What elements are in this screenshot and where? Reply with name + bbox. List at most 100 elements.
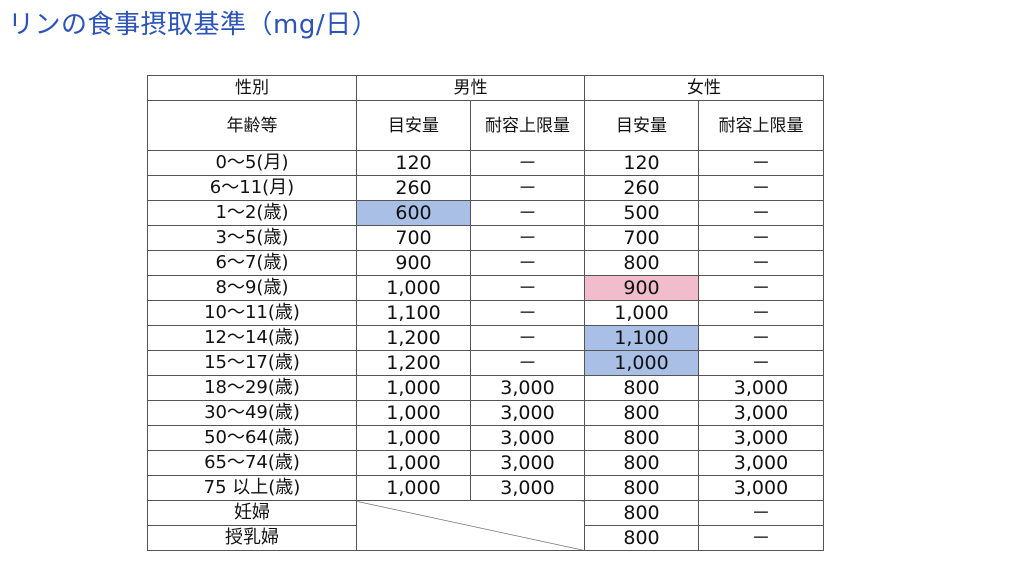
male-adequate-cell: 1,000 [356,275,471,301]
female-upper-limit-cell: － [698,150,824,176]
age-cell: 1～2(歳) [147,200,357,226]
female-upper-limit-cell: － [698,225,824,251]
age-cell: 30～49(歳) [147,400,357,426]
male-upper-limit-cell: － [470,300,585,326]
female-adequate-cell: 120 [584,150,699,176]
header-row-sex: 性別 男性 女性 [147,75,824,101]
header-sex: 性別 [147,75,357,101]
female-adequate-cell: 260 [584,175,699,201]
table-row-pregnant: 妊婦 800 － [147,500,824,551]
table-row: 75 以上(歳) 1,000 3,000 800 3,000 [147,475,824,501]
female-upper-limit-cell: － [698,275,824,301]
male-upper-limit-cell: － [470,225,585,251]
table-row: 8～9(歳) 1,000 － 900 － [147,275,824,301]
table-row: 0～5(月) 120 － 120 － [147,150,824,176]
female-adequate-cell: 1,000 [584,300,699,326]
table-row: 6～7(歳) 900 － 800 － [147,250,824,276]
male-upper-limit-cell: 3,000 [470,425,585,451]
male-upper-limit-cell: － [470,275,585,301]
female-upper-limit-cell: － [698,500,824,526]
male-adequate-cell: 1,000 [356,375,471,401]
female-adequate-cell: 800 [584,525,699,551]
phosphorus-intake-table: 性別 男性 女性 年齢等 目安量 耐容上限量 目安量 耐容上限量 0～5(月) … [147,75,824,551]
female-adequate-cell-highlighted: 1,000 [584,350,699,376]
male-upper-limit-cell: 3,000 [470,475,585,501]
female-adequate-cell: 800 [584,250,699,276]
female-upper-limit-cell: 3,000 [698,475,824,501]
male-upper-limit-cell: 3,000 [470,400,585,426]
female-adequate-cell-highlighted: 900 [584,275,699,301]
age-cell: 12～14(歳) [147,325,357,351]
age-cell: 50～64(歳) [147,425,357,451]
female-upper-limit-cell: 3,000 [698,425,824,451]
age-cell: 6～11(月) [147,175,357,201]
age-cell: 18～29(歳) [147,375,357,401]
male-upper-limit-cell: 3,000 [470,450,585,476]
male-adequate-cell: 1,000 [356,475,471,501]
header-female: 女性 [584,75,824,101]
header-age: 年齢等 [147,100,357,151]
table-row: 30～49(歳) 1,000 3,000 800 3,000 [147,400,824,426]
table-row: 50～64(歳) 1,000 3,000 800 3,000 [147,425,824,451]
header-row-metrics: 年齢等 目安量 耐容上限量 目安量 耐容上限量 [147,100,824,151]
table-row: 3～5(歳) 700 － 700 － [147,225,824,251]
female-adequate-cell: 800 [584,500,699,526]
female-adequate-cell: 800 [584,375,699,401]
male-adequate-cell: 1,100 [356,300,471,326]
male-adequate-cell: 1,200 [356,350,471,376]
female-adequate-cell: 800 [584,475,699,501]
male-adequate-cell: 1,200 [356,325,471,351]
male-adequate-cell: 120 [356,150,471,176]
table-row-lactating: 授乳婦 800 － [147,525,824,551]
male-upper-limit-cell: 3,000 [470,375,585,401]
age-cell: 6～7(歳) [147,250,357,276]
table-row: 1～2(歳) 600 － 500 － [147,200,824,226]
age-cell: 0～5(月) [147,150,357,176]
female-adequate-cell: 800 [584,400,699,426]
table-row: 10～11(歳) 1,100 － 1,000 － [147,300,824,326]
table-row: 65～74(歳) 1,000 3,000 800 3,000 [147,450,824,476]
female-upper-limit-cell: － [698,525,824,551]
female-upper-limit-cell: 3,000 [698,450,824,476]
male-upper-limit-cell: － [470,350,585,376]
female-upper-limit-cell: － [698,350,824,376]
table-row: 18～29(歳) 1,000 3,000 800 3,000 [147,375,824,401]
header-female-adequate: 目安量 [584,100,699,151]
male-upper-limit-cell: － [470,175,585,201]
female-adequate-cell: 800 [584,450,699,476]
age-cell: 8～9(歳) [147,275,357,301]
header-male: 男性 [356,75,585,101]
female-adequate-cell-highlighted: 1,100 [584,325,699,351]
header-female-upper-limit: 耐容上限量 [698,100,824,151]
male-adequate-cell: 260 [356,175,471,201]
male-adequate-cell: 1,000 [356,400,471,426]
table-row: 6～11(月) 260 － 260 － [147,175,824,201]
female-upper-limit-cell: － [698,325,824,351]
male-adequate-cell-highlighted: 600 [356,200,471,226]
age-cell: 10～11(歳) [147,300,357,326]
age-cell: 授乳婦 [147,525,357,551]
age-cell: 75 以上(歳) [147,475,357,501]
female-upper-limit-cell: 3,000 [698,375,824,401]
male-adequate-cell: 1,000 [356,450,471,476]
male-upper-limit-cell: － [470,150,585,176]
male-upper-limit-cell: － [470,200,585,226]
not-applicable-diagonal-cell [356,500,585,551]
male-upper-limit-cell: － [470,250,585,276]
female-upper-limit-cell: － [698,250,824,276]
header-male-upper-limit: 耐容上限量 [470,100,585,151]
age-cell: 妊婦 [147,500,357,526]
slide-title: リンの食事摂取基準（mg/日） [8,10,379,40]
header-male-adequate: 目安量 [356,100,471,151]
table-row: 12～14(歳) 1,200 － 1,100 － [147,325,824,351]
female-adequate-cell: 700 [584,225,699,251]
male-adequate-cell: 900 [356,250,471,276]
male-adequate-cell: 700 [356,225,471,251]
table-row: 15～17(歳) 1,200 － 1,000 － [147,350,824,376]
female-upper-limit-cell: － [698,175,824,201]
age-cell: 65～74(歳) [147,450,357,476]
age-cell: 3～5(歳) [147,225,357,251]
female-adequate-cell: 500 [584,200,699,226]
male-adequate-cell: 1,000 [356,425,471,451]
female-upper-limit-cell: － [698,300,824,326]
